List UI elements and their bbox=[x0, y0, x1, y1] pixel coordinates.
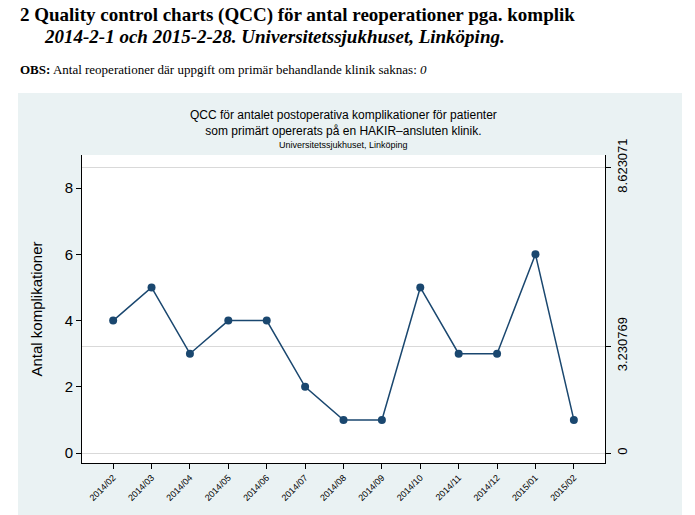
svg-text:2015/01: 2015/01 bbox=[510, 473, 540, 503]
html-text:OBS: Antal reoperationer där u: OBS: Antal reoperationer där uppgift om … bbox=[20, 62, 427, 77]
svg-text:0: 0 bbox=[615, 447, 630, 454]
svg-text:0: 0 bbox=[65, 444, 73, 461]
html-text:2014-2-1 och 2015-2-28. Univer: 2014-2-1 och 2015-2-28. Universitetssjuk… bbox=[45, 26, 505, 47]
svg-text:2014/02: 2014/02 bbox=[88, 473, 118, 503]
svg-text:6: 6 bbox=[65, 246, 73, 263]
svg-text:2014/07: 2014/07 bbox=[280, 473, 310, 503]
html-text:2 Quality control charts (QCC): 2 Quality control charts (QCC) för antal… bbox=[20, 4, 575, 25]
svg-text:2014/10: 2014/10 bbox=[395, 473, 425, 503]
svg-text:2014/03: 2014/03 bbox=[126, 473, 156, 503]
svg-text:2014/06: 2014/06 bbox=[241, 473, 271, 503]
svg-text:2014/09: 2014/09 bbox=[356, 473, 386, 503]
svg-text:2015/02: 2015/02 bbox=[548, 473, 578, 503]
svg-text:8.623071: 8.623071 bbox=[615, 138, 630, 192]
svg-text:QCC för antalet postoperativa: QCC för antalet postoperativa komplikati… bbox=[190, 108, 497, 138]
svg-text:8: 8 bbox=[65, 179, 73, 196]
svg-text:2014/12: 2014/12 bbox=[472, 473, 502, 503]
svg-text:Antal komplikationer: Antal komplikationer bbox=[28, 241, 45, 376]
svg-text:2014/11: 2014/11 bbox=[434, 473, 464, 503]
svg-text:4: 4 bbox=[65, 312, 73, 329]
svg-text:3.230769: 3.230769 bbox=[615, 317, 630, 371]
svg-text:2014/04: 2014/04 bbox=[164, 473, 194, 503]
svg-text:2014/05: 2014/05 bbox=[203, 473, 233, 503]
svg-text:2: 2 bbox=[65, 378, 73, 395]
svg-text:Universitetssjukhuset, Linköpi: Universitetssjukhuset, Linköping bbox=[279, 140, 408, 150]
svg-text:2014/08: 2014/08 bbox=[318, 473, 348, 503]
